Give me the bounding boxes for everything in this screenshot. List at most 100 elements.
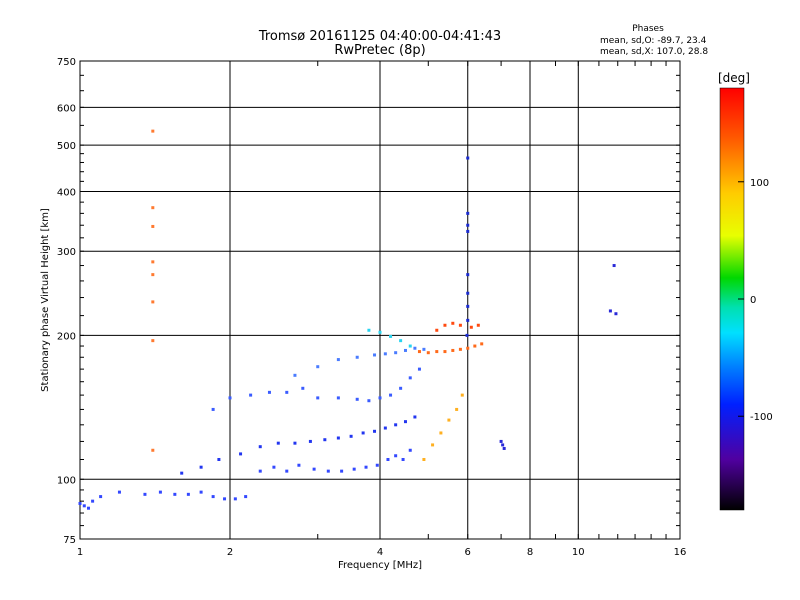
data-point <box>466 211 470 215</box>
data-point <box>312 467 316 471</box>
chart-title: Tromsø 20161125 04:40:00-04:41:43 <box>258 29 501 44</box>
data-point <box>460 393 464 397</box>
data-point <box>186 492 190 496</box>
data-point <box>336 436 340 440</box>
data-point <box>151 206 155 210</box>
data-point <box>375 463 379 467</box>
data-point <box>476 323 480 327</box>
phase-legend: Phases mean, sd,O: -89.7, 23.4 mean, sd,… <box>600 24 708 57</box>
y-axis-label: Stationary phase Virtual Height [km] <box>40 208 51 392</box>
data-point <box>378 396 382 400</box>
data-point <box>443 323 447 327</box>
data-point <box>158 490 162 494</box>
data-point <box>82 504 86 508</box>
data-point <box>473 344 477 348</box>
x-tick-label: 1 <box>77 547 83 558</box>
data-point <box>217 457 221 461</box>
y-axis-ticks: 75 100 200 300 400 500 600 750 <box>57 57 680 546</box>
data-point <box>394 423 398 427</box>
data-point <box>458 347 462 351</box>
data-point <box>413 346 417 350</box>
data-point <box>99 495 103 499</box>
data-point <box>308 439 312 443</box>
data-point <box>285 469 289 473</box>
x-tick-label: 8 <box>527 547 533 558</box>
data-point <box>211 495 215 499</box>
data-point <box>401 457 405 461</box>
data-point <box>431 443 435 447</box>
data-point <box>451 321 455 325</box>
data-point <box>435 350 439 354</box>
data-point <box>86 506 90 510</box>
data-point <box>151 224 155 228</box>
data-point <box>293 441 297 445</box>
data-point <box>614 312 618 316</box>
data-point <box>403 348 407 352</box>
data-point <box>465 333 469 337</box>
data-point <box>447 418 451 422</box>
data-point <box>439 431 443 435</box>
legend-line-o: mean, sd,O: -89.7, 23.4 <box>600 36 707 46</box>
data-point <box>349 434 353 438</box>
y-tick-label: 750 <box>57 57 76 68</box>
data-point <box>389 393 393 397</box>
data-point <box>383 426 387 430</box>
data-point <box>233 497 237 501</box>
data-point <box>373 353 377 357</box>
data-point <box>340 469 344 473</box>
data-point <box>403 420 407 424</box>
data-point <box>608 309 612 313</box>
data-point <box>316 365 320 369</box>
data-point <box>364 465 368 469</box>
grid-lines <box>80 61 680 539</box>
data-point <box>78 501 82 505</box>
data-point <box>408 376 412 380</box>
y-tick-label: 100 <box>57 475 76 486</box>
x-tick-label: 6 <box>465 547 471 558</box>
data-point <box>455 407 459 411</box>
legend-line-x: mean, sd,X: 107.0, 28.8 <box>600 47 708 57</box>
data-point <box>151 129 155 133</box>
data-point <box>239 452 243 456</box>
data-point <box>458 323 462 327</box>
data-point <box>426 351 430 355</box>
data-point <box>378 330 382 334</box>
y-tick-label: 75 <box>63 535 76 546</box>
data-point <box>199 465 203 469</box>
data-point <box>323 438 327 442</box>
data-point <box>151 273 155 277</box>
data-point <box>301 386 305 390</box>
data-point <box>386 457 390 461</box>
data-point <box>297 463 301 467</box>
data-point <box>413 415 417 419</box>
data-point <box>258 469 262 473</box>
data-point <box>435 328 439 332</box>
data-point <box>272 465 276 469</box>
data-point <box>399 339 403 343</box>
y-tick-label: 400 <box>57 187 76 198</box>
data-point <box>480 342 484 346</box>
colorbar-tick-label: -100 <box>750 412 773 423</box>
x-axis-label: Frequency [MHz] <box>338 560 422 571</box>
y-tick-label: 600 <box>57 103 76 114</box>
data-point <box>228 396 232 400</box>
colorbar-label: [deg] <box>718 71 750 85</box>
data-point <box>408 344 412 348</box>
data-point <box>91 499 95 503</box>
data-point <box>443 350 447 354</box>
data-point <box>469 325 473 329</box>
data-point <box>394 454 398 458</box>
data-point <box>258 445 262 449</box>
data-point <box>336 396 340 400</box>
data-point <box>267 390 271 394</box>
x-tick-label: 2 <box>227 547 233 558</box>
y-tick-label: 300 <box>57 247 76 258</box>
data-point <box>180 471 184 475</box>
data-point <box>151 260 155 264</box>
colorbar: [deg] 100 0 -100 <box>718 71 773 511</box>
data-point <box>276 441 280 445</box>
data-point <box>249 393 253 397</box>
data-point <box>173 492 177 496</box>
data-point <box>499 439 503 443</box>
data-point <box>417 350 421 354</box>
